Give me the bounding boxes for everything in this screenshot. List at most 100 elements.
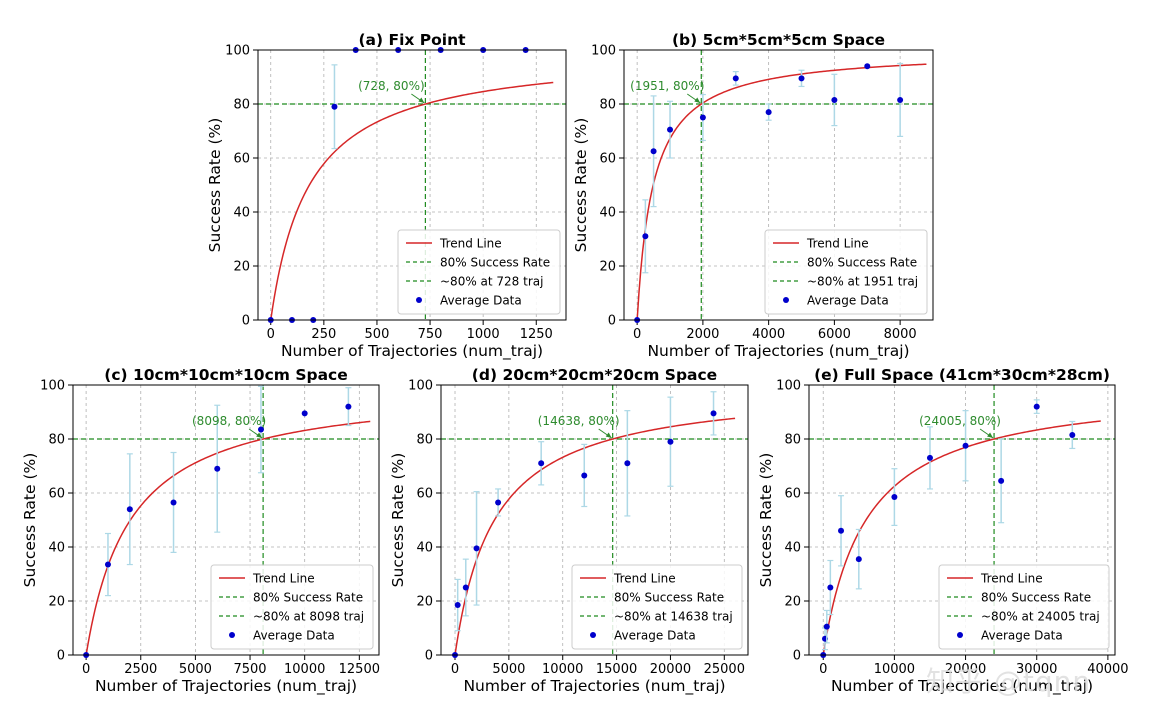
y-axis-label: Success Rate (%) <box>21 453 39 588</box>
legend-label: Average Data <box>981 629 1063 643</box>
data-point <box>538 460 545 467</box>
x-tick-label: 7500 <box>233 662 266 677</box>
data-point <box>495 499 502 506</box>
y-tick-label: 100 <box>408 379 433 394</box>
y-tick-label: 60 <box>48 487 65 502</box>
data-point <box>345 403 352 410</box>
trend-line <box>85 420 371 655</box>
x-tick-label: 12500 <box>339 662 380 677</box>
chart-title: (e) Full Space (41cm*30cm*28cm) <box>814 366 1110 384</box>
y-tick-label: 0 <box>242 314 250 329</box>
y-tick-label: 20 <box>48 595 65 610</box>
x-tick-label: 10000 <box>874 662 915 677</box>
y-tick-label: 40 <box>416 541 433 556</box>
data-point <box>454 602 461 609</box>
data-point <box>798 75 805 82</box>
data-point <box>897 96 904 103</box>
chart-panel-5: 0 10000 20000 30000 40000 0 20 40 60 80 100 (24005,… <box>757 366 1129 696</box>
y-tick-label: 60 <box>784 487 801 502</box>
data-point <box>462 584 469 591</box>
chart-title: (d) 20cm*20cm*20cm Space <box>472 366 717 384</box>
x-tick-label: 6000 <box>818 327 851 342</box>
data-point <box>650 148 657 155</box>
legend-label: Average Data <box>807 294 889 308</box>
chart-panel-3: 0 2500 5000 7500 10000 12500 0 20 40 60 80 100 (8098… <box>21 366 380 696</box>
y-tick-label: 40 <box>233 206 250 221</box>
data-point <box>710 410 717 417</box>
x-axis-label: Number of Trajectories (num_traj) <box>831 677 1093 696</box>
data-point <box>765 109 772 116</box>
legend-swatch-data <box>229 632 235 638</box>
legend-label: Average Data <box>614 629 696 643</box>
y-tick-label: 60 <box>416 487 433 502</box>
legend-label: Trend Line <box>613 572 676 586</box>
y-tick-label: 100 <box>40 379 65 394</box>
data-point <box>667 438 674 445</box>
axes-frame <box>440 384 749 656</box>
data-point <box>642 233 649 240</box>
y-tick-label: 100 <box>776 379 801 394</box>
legend-swatch-data <box>957 632 963 638</box>
chart-panel-4: 0 5000 10000 15000 20000 25000 0 20 40 60 80 100 (14… <box>389 366 749 696</box>
y-tick-label: 40 <box>48 541 65 556</box>
x-tick-label: 0 <box>633 327 641 342</box>
x-axis-label: Number of Trajectories (num_traj) <box>95 677 357 696</box>
y-axis-label: Success Rate (%) <box>389 453 407 588</box>
legend-label: ~80% at 24005 traj <box>981 610 1100 624</box>
legend-label: 80% Success Rate <box>440 256 550 270</box>
data-point <box>962 442 969 449</box>
annotation-arrowhead <box>694 97 701 103</box>
x-axis-label: Number of Trajectories (num_traj) <box>647 342 909 361</box>
x-tick-label: 30000 <box>1016 662 1057 677</box>
y-tick-label: 0 <box>793 649 801 664</box>
x-tick-label: 0 <box>451 662 459 677</box>
y-tick-label: 80 <box>233 98 250 113</box>
legend-swatch-data <box>590 632 596 638</box>
y-tick-label: 80 <box>599 98 616 113</box>
data-point <box>998 477 1005 484</box>
annotation-arrowhead <box>418 97 425 103</box>
legend-box <box>764 229 928 315</box>
data-point <box>624 460 631 467</box>
watermark: 知乎 @tqnn <box>926 665 1092 698</box>
annotation-arrowhead <box>987 432 994 438</box>
axes-frame <box>623 49 934 321</box>
legend-box <box>397 229 561 315</box>
data-point <box>831 96 838 103</box>
data-point <box>473 545 480 552</box>
annotation-label: (1951, 80%) <box>630 79 704 93</box>
y-tick-label: 20 <box>416 595 433 610</box>
chart-title: (c) 10cm*10cm*10cm Space <box>104 366 348 384</box>
data-point <box>864 63 871 70</box>
x-tick-label: 2500 <box>124 662 157 677</box>
x-tick-label: 0 <box>819 662 827 677</box>
data-point <box>891 494 898 501</box>
y-axis-label: Success Rate (%) <box>757 453 775 588</box>
x-tick-label: 40000 <box>1087 662 1128 677</box>
annotation-arrowhead <box>605 432 612 438</box>
data-point <box>855 556 862 563</box>
y-tick-label: 60 <box>599 152 616 167</box>
trend-line <box>822 420 1101 655</box>
data-point <box>1033 403 1040 410</box>
x-tick-label: 0 <box>82 662 90 677</box>
y-axis-label: Success Rate (%) <box>206 118 224 253</box>
y-tick-label: 40 <box>599 206 616 221</box>
data-point <box>838 527 845 534</box>
x-tick-label: 20000 <box>650 662 691 677</box>
trend-line <box>454 417 736 655</box>
data-point <box>214 465 221 472</box>
legend-label: ~80% at 8098 traj <box>253 610 364 624</box>
annotation-arrowhead <box>256 432 263 438</box>
y-tick-label: 20 <box>233 260 250 275</box>
x-tick-label: 10000 <box>284 662 325 677</box>
x-tick-label: 5000 <box>492 662 525 677</box>
chart-panel-2: 0 2000 4000 6000 8000 0 20 40 60 80 100 (1951, 80%)… <box>572 31 934 361</box>
x-tick-label: 250 <box>311 327 336 342</box>
legend-label: ~80% at 14638 traj <box>614 610 733 624</box>
legend-swatch-data <box>783 297 789 303</box>
data-point <box>667 126 674 133</box>
y-tick-label: 20 <box>784 595 801 610</box>
x-tick-label: 20000 <box>945 662 986 677</box>
x-tick-label: 8000 <box>884 327 917 342</box>
